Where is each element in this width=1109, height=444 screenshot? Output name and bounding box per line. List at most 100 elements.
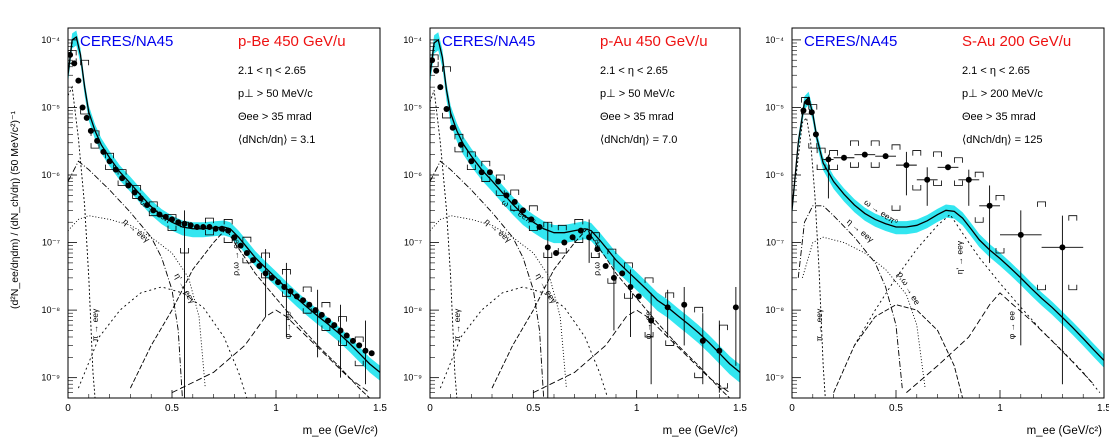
data-point [281,283,288,290]
syst-bracket-upper [1037,201,1046,207]
syst-bracket-upper [694,306,704,313]
syst-bracket-upper [80,59,90,66]
data-point [511,198,518,205]
data-point [212,225,219,232]
data-point [349,337,356,344]
component-label: ρ,ω → ee [591,239,601,276]
data-point [458,141,464,148]
y-tick-label: 10⁻⁴ [765,35,784,45]
data-point [825,156,832,163]
y-tick-label: 10⁻⁴ [403,35,422,45]
syst-bracket-lower [912,184,922,191]
syst-bracket-lower [1037,284,1046,291]
syst-bracket-upper [454,133,464,140]
syst-bracket-upper [624,262,633,268]
data-point [520,207,526,214]
component-curve [129,228,370,398]
data-point [300,297,307,304]
component-curve [797,205,903,389]
y-tick-label: 10⁻⁷ [766,238,784,248]
x-tick-label: 0 [65,403,71,414]
component-curve [854,213,1101,393]
syst-bracket-lower [665,340,675,346]
data-point [75,77,82,84]
syst-bracket-upper [338,316,347,322]
component-curve [491,228,730,398]
data-point [293,293,300,300]
syst-bracket-upper [302,286,312,292]
component-label: η' → eeγ [534,271,560,305]
data-point [187,222,194,229]
syst-bracket-upper [354,336,364,342]
syst-bracket-upper [466,151,476,157]
x-tick-label: 0.5 [165,403,179,414]
data-point [586,234,593,241]
component-label: π → eeγ [814,308,824,342]
syst-bracket-upper [242,236,252,243]
syst-bracket-lower [454,146,464,153]
syst-bracket-lower [808,143,818,149]
plot-frame [429,27,741,399]
data-point [175,219,182,226]
experiment-label: CERES/NA45 [442,33,535,50]
data-point [250,257,257,264]
x-tick-label: 1 [273,403,279,414]
syst-bracket-lower [850,162,859,168]
syst-bracket-upper [543,221,553,228]
y-tick-label: 10⁻⁶ [404,170,423,180]
syst-bracket-lower [624,293,633,299]
syst-bracket-upper [1068,215,1078,221]
data-point [356,342,363,349]
data-point [808,109,815,116]
data-point [71,60,78,67]
cut-label: p⊥ > 50 MeV/c [600,88,675,100]
data-point [965,176,972,183]
component-curve [68,215,206,389]
syst-bracket-upper [557,224,567,231]
syst-bracket-upper [481,160,491,167]
data-point [162,213,169,220]
syst-bracket-upper [223,219,233,225]
data-point [87,127,94,134]
plot-area [792,91,1104,398]
data-point [437,84,444,91]
syst-bracket-upper [954,157,963,163]
data-point [577,227,584,234]
data-point [131,189,138,196]
total-cocktail-curve [430,38,740,373]
syst-bracket-lower [442,112,451,119]
data-point [732,304,739,311]
data-point [478,169,485,176]
cut-label: ⟨dNch/dη⟩ = 125 [962,134,1042,146]
y-tick-label: 10⁻⁹ [403,373,422,383]
data-point [112,166,119,173]
syst-bracket-lower [354,360,364,367]
component-curve [833,304,963,398]
data-point [882,153,889,160]
data-point [800,107,807,114]
x-axis-title: m_ee (GeV/c²) [663,425,739,437]
y-tick-label: 10⁻⁸ [41,305,60,315]
data-point [200,223,207,230]
component-label: η → eeγ [483,216,514,244]
data-point [648,317,655,324]
y-tick-label: 10⁻⁹ [41,373,60,383]
x-axis-title: m_ee (GeV/c²) [1027,425,1103,437]
data-point [137,195,144,202]
syst-bracket-lower [466,164,476,171]
component-label: η' → eeγ [955,240,965,274]
x-tick-label: 1.5 [1097,403,1109,414]
syst-bracket-lower [954,180,963,186]
component-curve [906,292,1094,393]
data-point [664,304,671,311]
syst-bracket-upper [117,169,127,175]
syst-bracket-lower [80,108,90,115]
data-point [256,262,263,269]
data-point [812,131,819,138]
syst-bracket-lower [557,248,567,254]
data-point [610,274,617,281]
data-point [635,293,642,300]
data-point [268,274,275,281]
syst-bracket-lower [590,252,600,258]
data-point [1059,244,1066,251]
